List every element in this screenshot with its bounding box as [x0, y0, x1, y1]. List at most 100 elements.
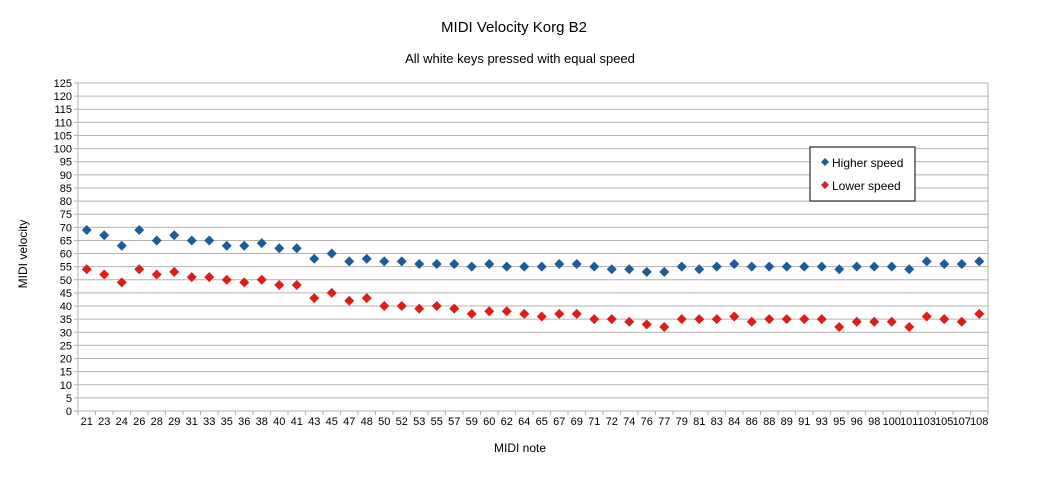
data-point — [711, 261, 722, 272]
x-tick-label: 96 — [851, 416, 863, 428]
data-point — [361, 253, 372, 264]
data-point — [396, 301, 407, 312]
data-point — [239, 277, 250, 288]
data-point — [589, 261, 600, 272]
data-point — [554, 259, 565, 270]
data-point — [799, 261, 810, 272]
data-point — [886, 261, 897, 272]
legend-marker-higher-speed — [821, 158, 829, 166]
data-point — [519, 308, 530, 319]
data-point — [449, 259, 460, 270]
y-tick-label: 55 — [60, 262, 72, 274]
series-0 — [81, 224, 985, 277]
grid-lines — [78, 82, 988, 412]
y-tick-label: 105 — [54, 130, 72, 142]
x-tick-label: 107 — [953, 416, 971, 428]
x-tick-label: 103 — [918, 416, 936, 428]
y-tick-label: 65 — [60, 235, 72, 247]
data-point — [134, 264, 145, 275]
data-point — [676, 314, 687, 325]
data-point — [186, 272, 197, 283]
x-tick-label: 29 — [168, 416, 180, 428]
x-tick-label: 57 — [448, 416, 460, 428]
y-tick-label: 90 — [60, 170, 72, 182]
x-tick-label: 88 — [763, 416, 775, 428]
data-point — [904, 264, 915, 275]
data-point — [274, 243, 285, 254]
y-tick-label: 120 — [54, 91, 72, 103]
data-point — [431, 301, 442, 312]
y-tick-labels: 0510152025303540455055606570758085909510… — [54, 78, 72, 418]
x-tick-label: 79 — [676, 416, 688, 428]
x-tick-label: 100 — [883, 416, 901, 428]
data-point — [361, 293, 372, 304]
data-point — [151, 235, 162, 246]
y-tick-label: 70 — [60, 222, 72, 234]
x-tick-label: 21 — [81, 416, 93, 428]
y-tick-label: 115 — [54, 104, 72, 116]
data-point — [781, 314, 792, 325]
data-point — [134, 224, 145, 235]
x-tick-label: 65 — [536, 416, 548, 428]
data-point — [256, 238, 267, 249]
y-tick-label: 80 — [60, 196, 72, 208]
data-point — [449, 303, 460, 314]
data-point — [309, 253, 320, 264]
data-point — [781, 261, 792, 272]
x-tick-label: 45 — [326, 416, 338, 428]
data-point — [764, 314, 775, 325]
y-tick-label: 60 — [60, 249, 72, 261]
x-tick-label: 31 — [186, 416, 198, 428]
x-tick-label: 84 — [728, 416, 740, 428]
data-point — [204, 235, 215, 246]
x-tick-label: 101 — [900, 416, 918, 428]
y-tick-label: 50 — [60, 275, 72, 287]
x-tick-label: 95 — [833, 416, 845, 428]
data-point — [379, 301, 390, 312]
data-point — [484, 259, 495, 270]
y-tick-label: 35 — [60, 314, 72, 326]
data-point — [729, 259, 740, 270]
data-point — [921, 256, 932, 267]
y-axis-title: MIDI velocity — [16, 220, 30, 289]
x-tick-label: 64 — [518, 416, 530, 428]
y-tick-label: 5 — [66, 393, 72, 405]
data-point — [816, 314, 827, 325]
data-point — [974, 256, 985, 267]
data-point — [554, 308, 565, 319]
x-tick-label: 108 — [970, 416, 988, 428]
y-tick-label: 20 — [60, 354, 72, 366]
data-point — [291, 280, 302, 291]
data-point — [834, 322, 845, 333]
y-tick-label: 10 — [60, 380, 72, 392]
x-tick-label: 62 — [501, 416, 513, 428]
data-point — [169, 266, 180, 277]
data-point — [694, 314, 705, 325]
x-tick-label: 72 — [606, 416, 618, 428]
data-point — [466, 261, 477, 272]
x-tick-label: 52 — [396, 416, 408, 428]
series-1 — [81, 264, 985, 333]
data-point — [414, 259, 425, 270]
data-point — [624, 316, 635, 327]
y-tick-label: 110 — [54, 117, 72, 129]
data-point — [869, 261, 880, 272]
data-point — [571, 259, 582, 270]
x-axis-title: MIDI note — [494, 441, 546, 455]
data-point — [886, 316, 897, 327]
data-point — [81, 224, 92, 235]
data-point — [344, 256, 355, 267]
data-point — [694, 264, 705, 275]
data-point — [834, 264, 845, 275]
data-point — [939, 314, 950, 325]
data-point — [99, 230, 110, 241]
x-tick-label: 24 — [116, 416, 128, 428]
data-point — [431, 259, 442, 270]
legend-label-lower-speed: Lower speed — [832, 179, 901, 193]
x-tick-label: 83 — [711, 416, 723, 428]
data-point — [746, 316, 757, 327]
data-point — [326, 248, 337, 259]
data-point — [239, 240, 250, 251]
data-point — [921, 311, 932, 322]
data-point — [571, 308, 582, 319]
